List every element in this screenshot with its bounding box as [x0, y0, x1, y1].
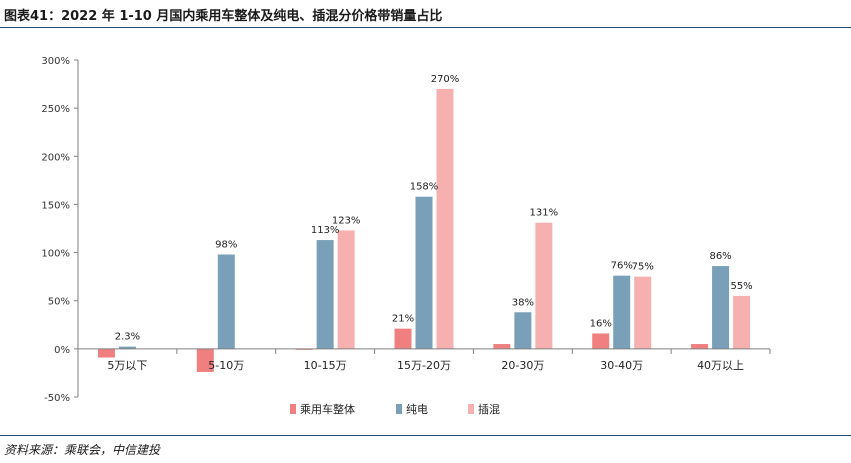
data-label: 86%	[709, 251, 731, 262]
bar-phev	[733, 295, 751, 349]
legend-swatch	[468, 404, 474, 414]
source-note: 资料来源：乘联会，中信建投	[4, 443, 161, 457]
y-tick-label: 50%	[48, 297, 70, 308]
bar-bev	[217, 254, 235, 349]
legend-label: 纯电	[406, 403, 428, 416]
y-tick-label: 300%	[41, 56, 70, 67]
bar-bev	[415, 196, 433, 349]
bar-overall	[592, 333, 610, 349]
bars	[97, 88, 751, 372]
data-labels: 2.3% 98% 113%123% 21% 158% 270% 38% 131% 16% 76%7…	[115, 74, 753, 343]
chart-title: 图表41：2022 年 1-10 月国内乘用车整体及纯电、插混分价格带销量占比	[4, 9, 443, 24]
x-tick-label: 5-10万	[208, 359, 244, 372]
y-tick-label: 0%	[54, 345, 70, 356]
data-label: 123%	[332, 215, 361, 226]
footer-divider	[0, 435, 851, 436]
x-tick-label: 20-30万	[501, 359, 544, 372]
bar-phev	[337, 230, 355, 349]
data-label: 113%	[311, 225, 340, 236]
x-axis: 5万以下 5-10万 10-15万 15万-20万 20-30万 30-40万 40万以上	[77, 348, 771, 372]
bar-bev	[712, 266, 730, 349]
x-tick-label: 5万以下	[107, 359, 147, 372]
x-tick-label: 15万-20万	[397, 359, 451, 372]
x-tick-label: 30-40万	[600, 359, 643, 372]
y-tick-label: 150%	[41, 200, 70, 211]
data-label: 158%	[410, 182, 439, 193]
bar-overall	[394, 328, 412, 349]
data-label: 131%	[530, 208, 559, 219]
data-label: 98%	[215, 239, 237, 250]
bar-bev	[613, 275, 631, 349]
bar-phev	[436, 88, 454, 349]
data-label: 270%	[431, 74, 460, 85]
bar-overall	[196, 348, 214, 372]
y-tick-label: 250%	[41, 104, 70, 115]
bar-chart: -50% 0% 50% 100% 150% 200% 250% 300% 5万以下 5-10万 1…	[41, 56, 771, 416]
legend-swatch	[396, 404, 402, 414]
data-label: 16%	[590, 318, 612, 329]
legend-swatch	[290, 404, 296, 414]
title-divider	[0, 27, 851, 28]
x-tick-label: 10-15万	[304, 359, 347, 372]
bar-phev	[634, 276, 652, 349]
data-label: 75%	[632, 262, 654, 273]
y-tick-label: -50%	[44, 393, 70, 404]
data-label: 2.3%	[115, 332, 140, 343]
bar-overall	[691, 344, 709, 349]
header: 图表41：2022 年 1-10 月国内乘用车整体及纯电、插混分价格带销量占比	[0, 0, 851, 28]
data-label: 21%	[392, 314, 414, 325]
y-tick-label: 100%	[41, 249, 70, 260]
bar-overall	[97, 348, 115, 358]
bar-phev	[535, 222, 553, 349]
data-label: 55%	[730, 281, 752, 292]
bar-overall	[493, 344, 511, 349]
y-tick-label: 200%	[41, 152, 70, 163]
bar-bev	[514, 312, 532, 349]
legend: 乘用车整体 纯电 插混	[290, 402, 500, 416]
x-tick-label: 40万以上	[697, 359, 744, 372]
data-label: 76%	[611, 261, 633, 272]
bar-bev	[118, 346, 136, 349]
legend-label: 乘用车整体	[300, 402, 355, 416]
bar-bev	[316, 240, 334, 349]
data-label: 38%	[512, 297, 534, 308]
y-axis: -50% 0% 50% 100% 150% 200% 250% 300%	[41, 56, 79, 404]
legend-label: 插混	[478, 402, 500, 416]
